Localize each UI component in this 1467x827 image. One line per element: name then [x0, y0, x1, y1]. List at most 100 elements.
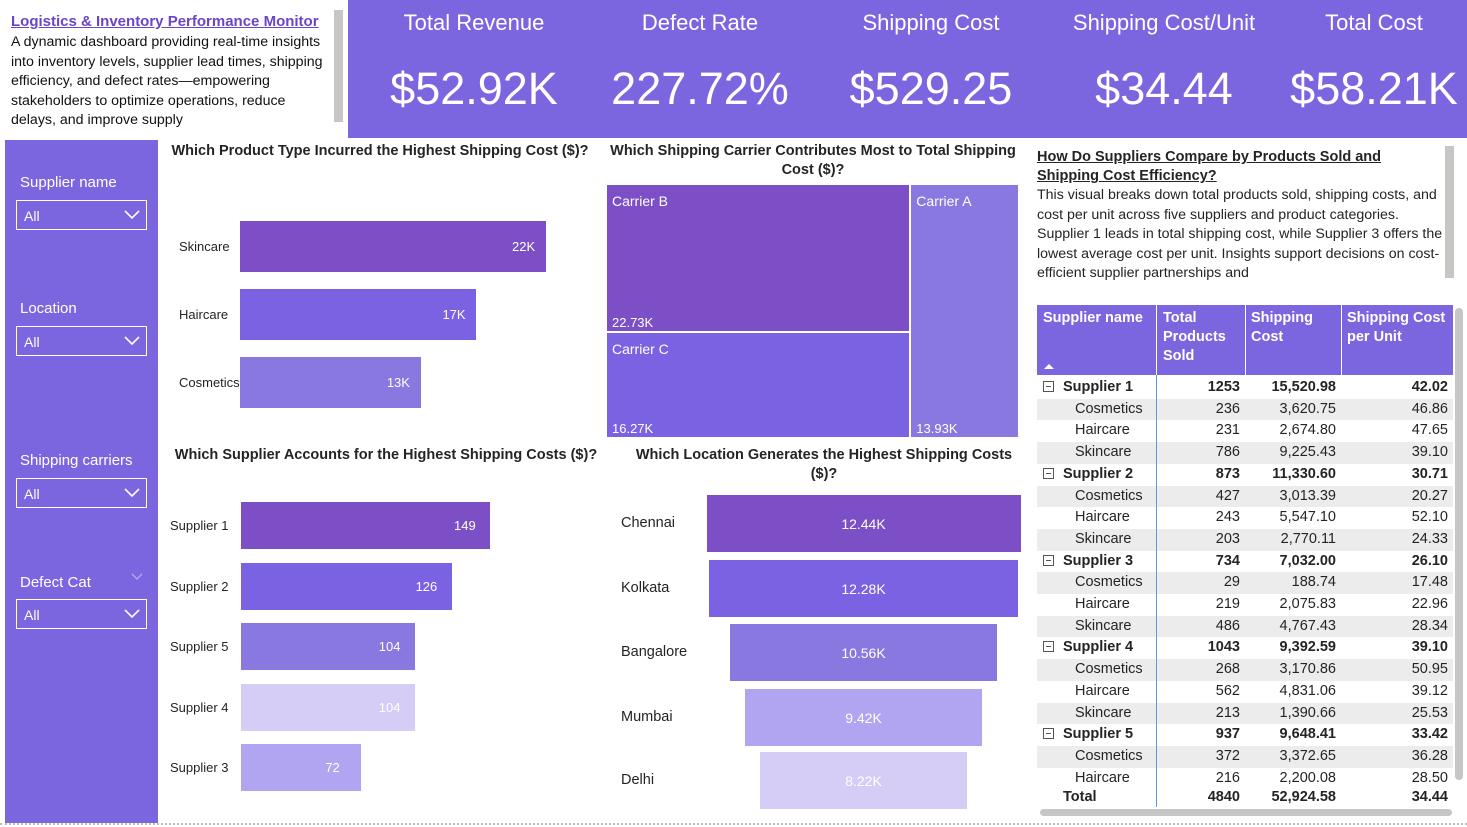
- table-row[interactable]: Haircare 243 5,547.10 52.10: [1037, 507, 1453, 529]
- cell-products-sold: 213: [1215, 704, 1240, 721]
- column-header-shipping-cost[interactable]: Shipping Cost: [1251, 310, 1314, 345]
- category-label: Haircare: [179, 307, 229, 322]
- cell-cost-per-unit: 30.71: [1411, 465, 1448, 482]
- collapse-icon[interactable]: [1043, 728, 1054, 740]
- column-divider: [1156, 375, 1157, 807]
- treemap-cell-carrier-a[interactable]: Carrier A 13.93K: [910, 184, 1019, 438]
- funnel-segment-delhi[interactable]: [759, 752, 968, 809]
- table-row[interactable]: Haircare 231 2,674.80 47.65: [1037, 420, 1453, 442]
- bar-supplier-1[interactable]: [241, 502, 490, 549]
- table-vertical-scrollbar[interactable]: [1455, 308, 1463, 780]
- kpi-value: $34.44: [1095, 63, 1233, 114]
- cell-cost-per-unit: 20.27: [1411, 487, 1448, 504]
- cell-name: Haircare: [1075, 769, 1130, 786]
- table-row[interactable]: Skincare 203 2,770.11 24.33: [1037, 528, 1453, 551]
- cell-products-sold: 372: [1215, 747, 1240, 764]
- cell-name: Supplier 3: [1063, 552, 1134, 569]
- cell-shipping-cost: 1,390.66: [1279, 704, 1336, 721]
- table-row[interactable]: Skincare 213 1,390.66 25.53: [1037, 702, 1453, 725]
- treemap-label: Carrier C: [612, 341, 669, 358]
- bar-supplier-3[interactable]: [241, 744, 362, 791]
- intro-scrollbar[interactable]: [334, 10, 343, 122]
- kpi-value: $52.92K: [390, 63, 558, 114]
- cell-cost-per-unit: 17.48: [1411, 574, 1448, 591]
- cell-name: Cosmetics: [1075, 574, 1143, 591]
- bar-supplier-2[interactable]: [241, 563, 452, 610]
- table-row[interactable]: Cosmetics 29 188.74 17.48: [1037, 572, 1453, 594]
- bar-supplier-5[interactable]: [241, 623, 415, 670]
- supplier-chart-title: Which Supplier Accounts for the Highest …: [174, 447, 598, 463]
- funnel-segment-kolkata[interactable]: [708, 560, 1019, 617]
- defect-cat-dropdown[interactable]: All: [16, 599, 147, 629]
- cell-products-sold: 1253: [1207, 379, 1240, 395]
- table-group-row[interactable]: Supplier 4 1043 9,392.59 39.10: [1037, 637, 1453, 659]
- sort-ascending-icon[interactable]: [1043, 363, 1055, 370]
- kpi-value: 227.72%: [611, 63, 789, 114]
- funnel-segment-bangalore[interactable]: [730, 624, 997, 681]
- treemap-cell-carrier-c[interactable]: Carrier C 16.27K: [606, 332, 911, 438]
- cell-cost-per-unit: 39.10: [1411, 444, 1448, 461]
- supplier-name-dropdown[interactable]: All: [16, 200, 147, 230]
- table-row[interactable]: Haircare 219 2,075.83 22.96: [1037, 594, 1453, 616]
- slicer-panel: Supplier name All Location All Shipping …: [5, 140, 158, 823]
- cell-name: Skincare: [1075, 617, 1132, 634]
- shipping-carriers-dropdown[interactable]: All: [16, 478, 147, 508]
- funnel-segment-mumbai[interactable]: [744, 689, 983, 746]
- category-label: Supplier 3: [170, 760, 229, 775]
- kpi-label: Total Revenue: [403, 10, 545, 35]
- kpi-label: Total Cost: [1325, 10, 1423, 35]
- table-row[interactable]: Cosmetics 427 3,013.39 20.27: [1037, 485, 1453, 508]
- cell-products-sold: 486: [1215, 617, 1240, 634]
- cell-cost-per-unit: 42.02: [1411, 379, 1448, 395]
- table-row[interactable]: Cosmetics 268 3,170.86 50.95: [1037, 659, 1453, 681]
- table-row[interactable]: Skincare 486 4,767.43 28.34: [1037, 615, 1453, 638]
- cell-products-sold: 219: [1215, 596, 1240, 612]
- collapse-chevron-icon[interactable]: [131, 573, 143, 581]
- cell-name: Haircare: [1075, 509, 1130, 526]
- treemap-cell-carrier-b[interactable]: Carrier B 22.73K: [606, 184, 911, 333]
- table-group-row[interactable]: Supplier 1 1253 15,520.98 42.02: [1037, 377, 1453, 399]
- data-label: 9.42K: [845, 710, 882, 726]
- total-label: Total: [1063, 789, 1097, 805]
- collapse-icon[interactable]: [1043, 554, 1054, 566]
- table-group-row[interactable]: Supplier 5 937 9,648.41 33.42: [1037, 724, 1453, 746]
- supplier-section-description: This visual breaks down total products s…: [1037, 187, 1443, 282]
- table-row[interactable]: Cosmetics 372 3,372.65 36.28: [1037, 745, 1453, 768]
- supplier-text-scrollbar[interactable]: [1445, 146, 1454, 278]
- category-label: Supplier 4: [170, 700, 229, 715]
- table-row[interactable]: Haircare 562 4,831.06 39.12: [1037, 681, 1453, 703]
- table-group-row[interactable]: Supplier 2 873 11,330.60 30.71: [1037, 464, 1453, 486]
- cell-cost-per-unit: 28.50: [1411, 769, 1448, 786]
- table-row[interactable]: Skincare 786 9,225.43 39.10: [1037, 442, 1453, 464]
- funnel-segment-chennai[interactable]: [706, 495, 1021, 552]
- cell-shipping-cost: 4,767.43: [1279, 617, 1336, 634]
- location-dropdown[interactable]: All: [16, 326, 147, 356]
- cell-shipping-cost: 3,620.75: [1279, 400, 1336, 417]
- cell-name: Skincare: [1075, 704, 1132, 721]
- collapse-icon[interactable]: [1043, 467, 1054, 479]
- column-header-products-sold[interactable]: Total Products Sold: [1163, 310, 1226, 364]
- bar-supplier-4[interactable]: [241, 684, 415, 731]
- carrier-chart-title: Which Shipping Carrier Contributes Most …: [610, 143, 1016, 178]
- table-row[interactable]: Cosmetics 236 3,620.75 46.86: [1037, 398, 1453, 421]
- cell-name: Haircare: [1075, 682, 1130, 699]
- column-header-supplier[interactable]: Supplier name: [1043, 310, 1143, 326]
- cell-cost-per-unit: 36.28: [1411, 747, 1448, 764]
- cell-products-sold: 236: [1215, 400, 1240, 417]
- bar-skincare[interactable]: [240, 221, 546, 272]
- table-group-row[interactable]: Supplier 3 734 7,032.00 26.10: [1037, 551, 1453, 573]
- collapse-icon[interactable]: [1043, 381, 1054, 392]
- table-horizontal-scrollbar[interactable]: [1040, 809, 1452, 816]
- cell-products-sold: 1043: [1207, 639, 1240, 656]
- dropdown-value: All: [24, 334, 40, 350]
- bar-haircare[interactable]: [240, 289, 477, 340]
- column-header-cost-per-unit[interactable]: Shipping Cost per Unit: [1347, 310, 1446, 345]
- data-label: 104: [378, 639, 401, 654]
- collapse-icon[interactable]: [1043, 641, 1054, 653]
- table-row[interactable]: Haircare 216 2,200.08 28.50: [1037, 768, 1453, 790]
- dashboard-title: Logistics & Inventory Performance Monito…: [11, 13, 319, 30]
- bar-cosmetics[interactable]: [240, 357, 421, 408]
- slicer-label-defect: Defect Cat: [20, 574, 91, 591]
- slicer-label-carriers: Shipping carriers: [20, 452, 133, 469]
- kpi-value: $58.21K: [1290, 63, 1458, 114]
